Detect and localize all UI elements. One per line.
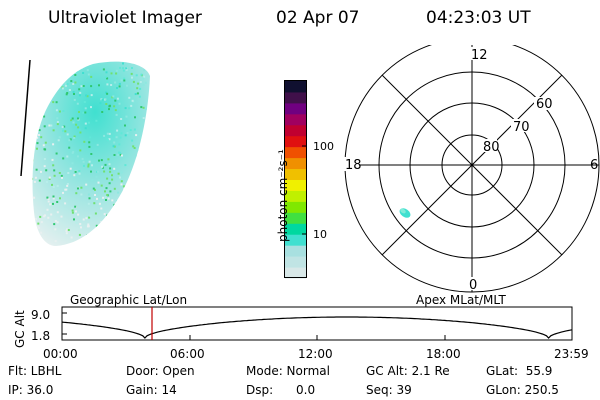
timeline-xtick-2359: 23:59 [554, 347, 589, 361]
colorbar-segment [285, 168, 306, 180]
colorbar-segment [285, 201, 306, 213]
lat-label-70: 70 [513, 120, 530, 135]
colorbar-segment [285, 267, 306, 279]
colorbar-tick-100: 100 [313, 140, 334, 153]
status-seq: Seq: 39 [366, 383, 412, 397]
time-label: 04:23:03 UT [426, 8, 531, 28]
colorbar-segment [285, 146, 306, 159]
mlt-label-6: 6 [590, 158, 598, 173]
orbit-altitude-line [61, 316, 573, 339]
status-dsp: Dsp: 0.0 [246, 383, 316, 397]
colorbar-tick-10: 10 [313, 228, 327, 241]
colorbar-segment [285, 81, 306, 93]
instrument-title: Ultraviolet Imager [48, 8, 202, 28]
timeline-plot [61, 306, 573, 341]
timeline-xtick-1200: 12:00 [298, 347, 333, 361]
colorbar-segment [285, 212, 306, 224]
colorbar-segment [285, 179, 306, 191]
status-ip: IP: 36.0 [8, 383, 54, 397]
colorbar-segment [285, 135, 306, 148]
polar-plot: 12 18 6 0 60 70 80 [343, 45, 600, 293]
timeline-ytick-high: 9.0 [31, 308, 51, 322]
colorbar-segment [285, 102, 306, 115]
colorbar [284, 80, 307, 279]
earth-image [20, 59, 151, 247]
status-flt: Flt: LBHL [8, 364, 62, 378]
lat-label-60: 60 [536, 97, 553, 112]
colorbar-segment [285, 91, 306, 104]
lat-label-80: 80 [483, 140, 500, 155]
limb-line [20, 59, 31, 177]
timeline-left-title: Geographic Lat/Lon [70, 293, 188, 307]
mlt-label-12: 12 [471, 48, 488, 63]
mlt-label-0: 0 [469, 278, 477, 293]
status-gc-alt: GC Alt: 2.1 Re [366, 364, 450, 378]
colorbar-segment [285, 234, 306, 246]
colorbar-segment [285, 223, 306, 235]
status-glat: GLat: 55.9 [486, 364, 553, 378]
colorbar-segment [285, 245, 306, 257]
status-gain: Gain: 14 [126, 383, 177, 397]
status-mode: Mode: Normal [246, 364, 330, 378]
colorbar-segment [285, 157, 306, 170]
timeline-xtick-0000: 00:00 [43, 347, 78, 361]
status-door: Door: Open [126, 364, 195, 378]
colorbar-units-label: photon cm⁻²s⁻¹ [276, 149, 290, 242]
timeline-xtick-1800: 18:00 [426, 347, 461, 361]
colorbar-segment [285, 190, 306, 202]
timeline-right-title: Apex MLat/MLT [416, 293, 506, 307]
colorbar-segment [285, 124, 306, 137]
timeline-xtick-0600: 06:00 [170, 347, 205, 361]
mlt-label-18: 18 [345, 158, 362, 173]
date-label: 02 Apr 07 [276, 8, 360, 28]
timeline-ylabel: GC Alt [13, 310, 27, 348]
timeline-ytick-low: 1.8 [31, 329, 51, 343]
colorbar-segment [285, 256, 306, 268]
colorbar-segment [285, 113, 306, 126]
status-glon: GLon: 250.5 [486, 383, 559, 397]
